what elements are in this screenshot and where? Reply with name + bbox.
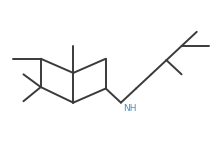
Text: NH: NH bbox=[123, 104, 137, 113]
